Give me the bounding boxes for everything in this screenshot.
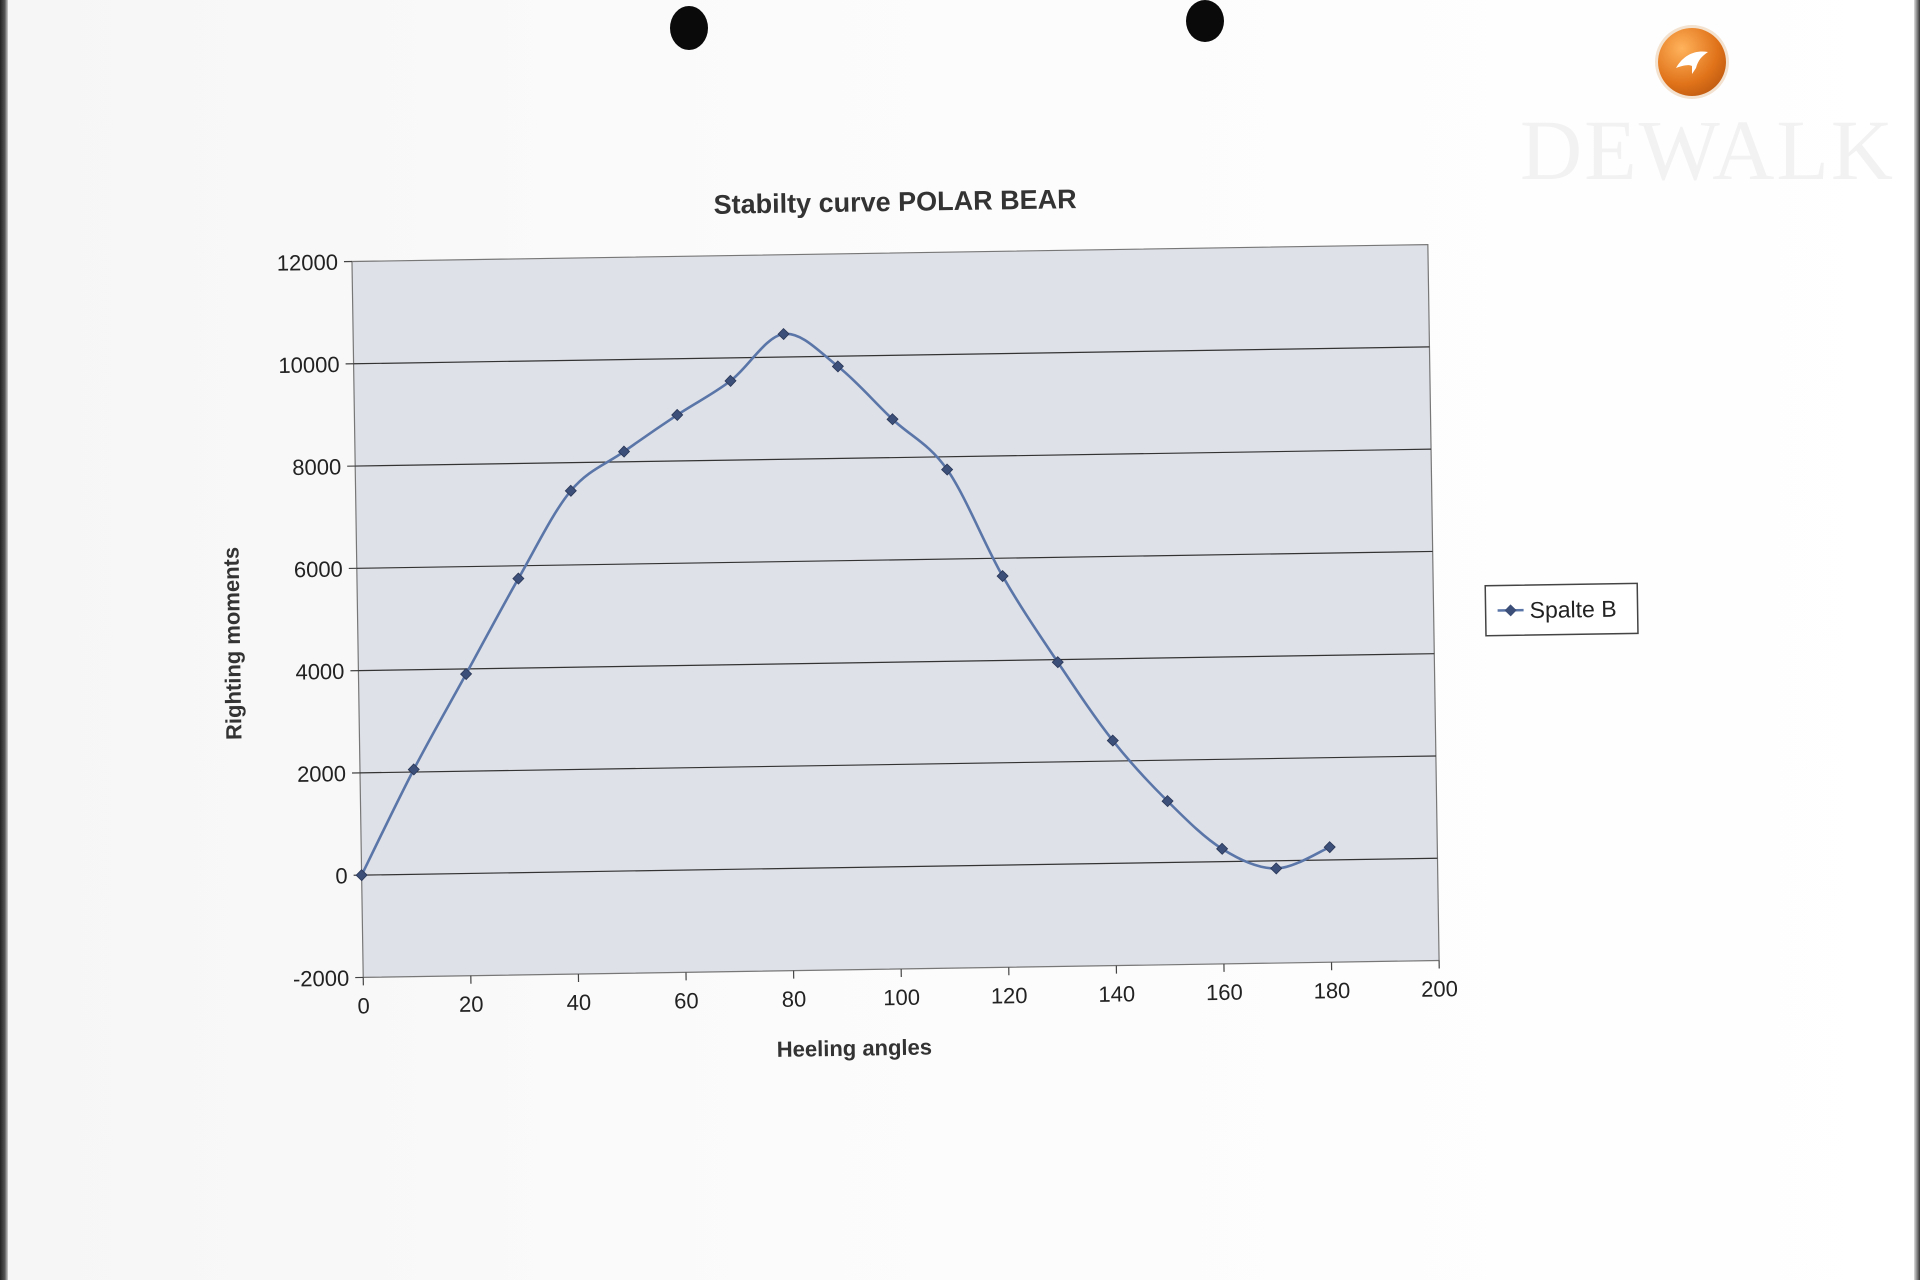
gridline: [361, 857, 1438, 876]
x-tick-labels: 0 20 40 60 80 100 120 140 160 180 200: [357, 976, 1458, 1018]
x-tick-label: 60: [674, 988, 699, 1013]
y-tick-label: 12000: [277, 250, 339, 276]
x-tick-label: 100: [883, 985, 920, 1011]
bird-logo-icon: [1658, 28, 1726, 96]
y-tick-label: 0: [335, 863, 348, 888]
data-point-marker: [1106, 734, 1119, 747]
page-edge-left: [0, 0, 8, 1280]
gridlines: [353, 346, 1438, 876]
y-axis-title: Righting moments: [218, 547, 246, 740]
data-point-marker: [460, 667, 473, 681]
data-point-marker: [564, 484, 577, 497]
gridline: [358, 653, 1435, 672]
logo-watermark: DEWALK: [1520, 102, 1896, 198]
data-point-marker: [512, 572, 525, 585]
y-tick-label: -2000: [293, 966, 350, 992]
x-tick-label: 20: [459, 992, 484, 1017]
gridline: [356, 550, 1433, 569]
x-tick-label: 0: [357, 993, 370, 1018]
page-edge-right: [1914, 0, 1920, 1280]
data-point-marker: [407, 763, 420, 776]
data-point-marker: [724, 374, 737, 387]
y-tick-labels: 12000 10000 8000 6000 4000 2000 0 -2000: [277, 250, 350, 992]
x-tick-label: 200: [1421, 976, 1458, 1002]
x-tick-label: 140: [1098, 981, 1135, 1007]
punch-hole-right: [1186, 0, 1224, 42]
y-tick-label: 8000: [292, 454, 341, 480]
data-point-marker: [941, 463, 954, 476]
chart-title: Stabilty curve POLAR BEAR: [713, 184, 1077, 220]
data-point-marker: [1216, 842, 1229, 855]
x-tick-label: 80: [782, 986, 807, 1011]
gridline: [353, 346, 1430, 365]
gridline: [360, 755, 1436, 774]
x-axis-title: Heeling angles: [777, 1034, 933, 1061]
punch-hole-left: [670, 6, 708, 50]
legend-marker: [1504, 604, 1517, 617]
data-point-marker: [671, 408, 684, 422]
x-tick-label: 160: [1206, 980, 1243, 1006]
x-tick-label: 120: [991, 983, 1028, 1009]
y-tick-label: 2000: [297, 761, 346, 787]
data-point-marker: [1270, 862, 1283, 875]
legend-box: [1484, 582, 1639, 637]
data-point-marker: [777, 327, 790, 341]
x-tick-label: 180: [1313, 978, 1350, 1004]
legend: Spalte B: [1484, 582, 1639, 637]
data-point-marker: [886, 413, 899, 426]
y-tick-label: 6000: [294, 557, 343, 583]
data-point-marker: [1323, 841, 1336, 854]
series-markers: [355, 327, 1336, 882]
data-point-marker: [1051, 656, 1064, 669]
data-point-marker: [831, 360, 844, 373]
gridline: [355, 448, 1432, 467]
x-tick-label: 40: [566, 990, 591, 1015]
data-point-marker: [1161, 795, 1174, 808]
legend-label: Spalte B: [1529, 596, 1616, 623]
data-point-marker: [617, 445, 631, 458]
data-point-marker: [355, 869, 368, 882]
y-tick-label: 10000: [278, 352, 340, 378]
y-tick-label: 4000: [295, 659, 344, 685]
data-point-marker: [996, 570, 1009, 583]
